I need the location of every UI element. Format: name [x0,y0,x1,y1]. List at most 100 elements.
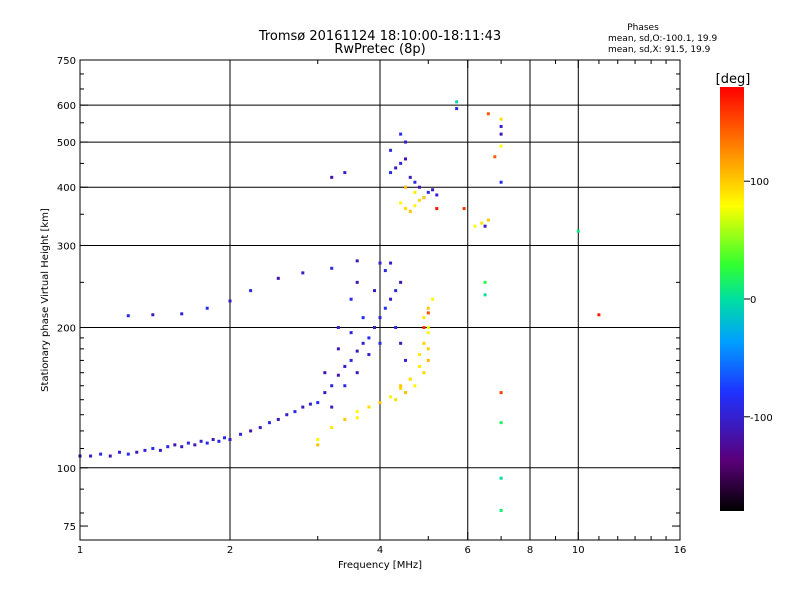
data-point [499,421,503,425]
data-point [435,207,439,211]
data-point [426,311,430,315]
data-point [316,401,320,405]
legend-line-x: mean, sd,X: 91.5, 19.9 [608,45,711,55]
plot-area [80,60,680,540]
data-point [403,185,407,189]
chart-title: Tromsø 20161124 18:10:00-18:11:43 [258,29,501,44]
data-point [499,117,503,121]
data-point [480,221,484,225]
data-point [349,358,353,362]
data-point [394,326,398,330]
data-point [399,386,403,390]
data-point [330,175,334,179]
data-point [158,448,162,452]
data-point [399,161,403,165]
chart-subtitle: RwPretec (8p) [334,42,425,57]
data-point [417,364,421,368]
data-point [378,341,382,345]
y-tick-label: 750 [57,56,76,67]
data-point [455,100,459,104]
data-point [483,293,487,297]
data-point [117,450,121,454]
colorbar-tick-label: 0 [750,295,756,306]
y-tick-label: 75 [63,522,76,533]
data-point [431,188,435,192]
data-point [367,405,371,409]
data-point [316,443,320,447]
y-tick-label: 200 [57,324,76,335]
data-point [389,395,393,399]
data-point [173,443,177,447]
data-point [403,157,407,161]
data-point [108,454,112,458]
data-point [486,218,490,222]
data-point [378,316,382,320]
data-point [426,326,430,330]
x-tick-label: 6 [465,545,471,556]
x-tick-label: 16 [674,545,687,556]
data-point [426,331,430,335]
legend-title: Phases [627,23,659,33]
data-point [413,204,417,208]
data-point [462,207,466,211]
data-point [89,454,93,458]
data-point [361,341,365,345]
data-point [355,280,359,284]
data-point [151,313,155,317]
data-point [499,132,503,136]
data-point [394,166,398,170]
data-point [399,384,403,388]
data-point [493,155,497,159]
data-point [499,144,503,148]
colorbar-label: [deg] [716,72,751,87]
data-point [422,341,426,345]
data-point [126,452,130,456]
data-point [285,413,289,417]
colorbar [720,87,744,511]
data-point [499,476,503,480]
data-point [399,280,403,284]
data-point [483,224,487,228]
data-point [426,306,430,310]
x-tick-label: 8 [527,545,533,556]
data-point [276,276,280,280]
data-point [316,438,320,442]
data-point [343,417,347,421]
y-tick-label: 600 [57,101,76,112]
data-point [336,347,340,351]
data-point [143,448,147,452]
data-point [343,171,347,175]
data-point [378,261,382,265]
data-point [499,124,503,128]
data-points [78,100,601,512]
data-point [399,132,403,136]
x-tick-label: 10 [572,545,585,556]
data-point [330,266,334,270]
data-point [126,314,130,318]
data-point [239,432,243,436]
data-point [576,229,580,233]
data-point [355,371,359,375]
data-point [408,175,412,179]
data-point [417,185,421,189]
data-point [367,353,371,357]
data-point [135,450,139,454]
data-point [422,371,426,375]
colorbar-tick-label: 100 [750,177,769,188]
data-point [408,209,412,213]
data-point [486,112,490,116]
data-point [435,193,439,197]
data-point [330,405,334,409]
data-point [422,326,426,330]
data-point [426,190,430,194]
data-point [361,316,365,320]
data-point [186,441,190,445]
data-point [355,259,359,263]
y-tick-label: 500 [57,138,76,149]
y-axis-label: Stationary phase Virtual Height [km] [40,208,51,392]
data-point [373,326,377,330]
data-point [301,271,305,275]
data-point [473,224,477,228]
data-point [205,441,209,445]
data-point [343,384,347,388]
